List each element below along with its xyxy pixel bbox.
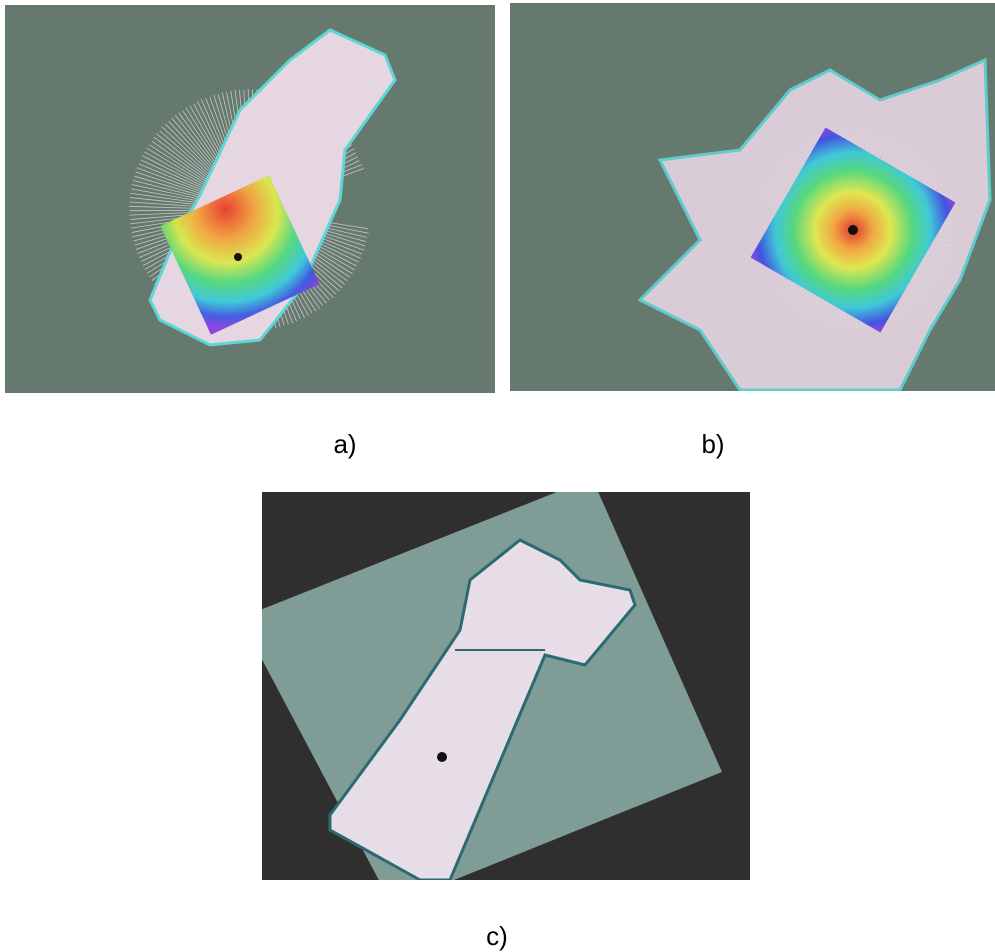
panel-label: a): [333, 429, 356, 459]
robot: [848, 225, 858, 235]
panel-label: b): [701, 429, 724, 459]
panel-label: c): [486, 921, 508, 951]
map-panel-b: [510, 3, 995, 391]
robot: [437, 752, 447, 762]
map-panel-a: [5, 5, 495, 393]
figure: a) b) c): [0, 0, 995, 952]
robot: [234, 253, 242, 261]
map-panel-c: [240, 478, 750, 905]
